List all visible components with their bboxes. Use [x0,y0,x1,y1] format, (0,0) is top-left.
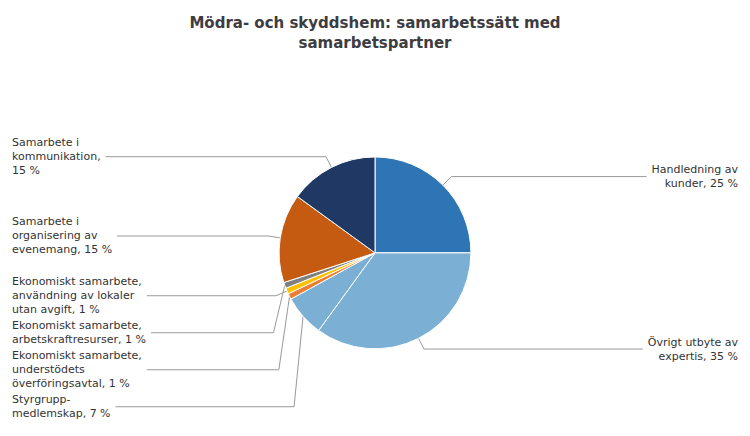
svg-text:användning av lokaler: användning av lokaler [12,289,135,302]
svg-text:15 %: 15 % [12,164,40,177]
svg-text:medlemskap, 7 %: medlemskap, 7 % [12,407,111,420]
svg-text:Ekonomiskt samarbete,: Ekonomiskt samarbete, [12,349,142,362]
svg-text:Samarbete i: Samarbete i [12,215,79,228]
svg-text:evenemang, 15 %: evenemang, 15 % [12,243,112,256]
svg-text:Ekonomiskt samarbete,: Ekonomiskt samarbete, [12,275,142,288]
svg-text:Övrigt utbyte av: Övrigt utbyte av [648,336,739,349]
svg-text:expertis, 35 %: expertis, 35 % [659,350,738,363]
svg-text:kunder, 25 %: kunder, 25 % [665,177,738,190]
svg-text:utan avgift, 1 %: utan avgift, 1 % [12,303,100,316]
svg-text:understödets: understödets [12,363,85,376]
svg-text:överföringsavtal, 1 %: överföringsavtal, 1 % [12,377,130,390]
svg-text:kommunikation,: kommunikation, [12,150,101,163]
svg-text:Styrgrupp-: Styrgrupp- [12,393,71,406]
svg-text:arbetskraftresurser, 1 %: arbetskraftresurser, 1 % [12,333,146,346]
svg-text:Ekonomiskt samarbete,: Ekonomiskt samarbete, [12,319,142,332]
svg-text:organisering av: organisering av [12,229,98,242]
svg-text:Mödra- och skyddshem: samarbet: Mödra- och skyddshem: samarbetssätt med [189,14,560,32]
svg-text:Samarbete i: Samarbete i [12,136,79,149]
svg-text:samarbetspartner: samarbetspartner [299,34,452,52]
svg-text:Handledning av: Handledning av [651,163,738,176]
